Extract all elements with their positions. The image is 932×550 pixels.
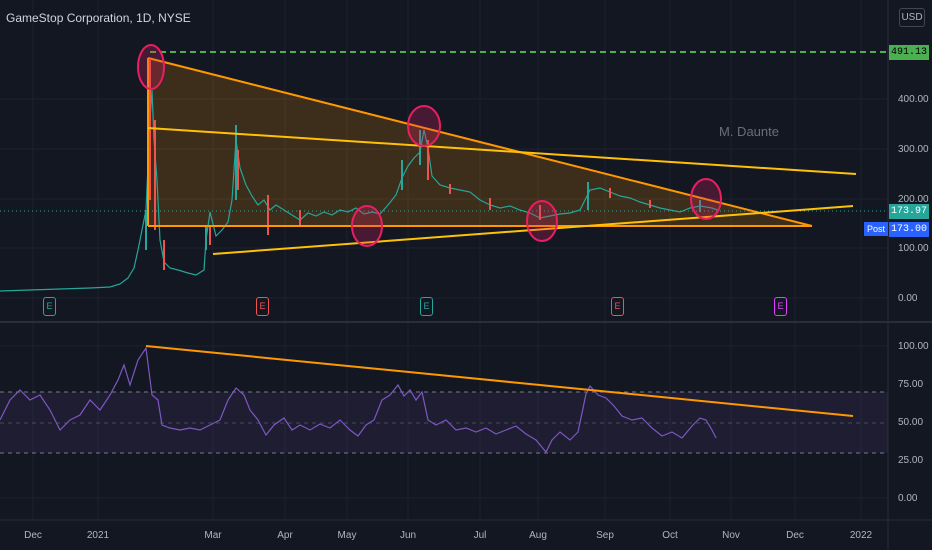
earnings-marker[interactable]: E [420,297,433,316]
price-label: 200.00 [898,194,929,205]
circle-june-peak [407,105,441,147]
channel-lines[interactable] [147,127,857,255]
price-label: 300.00 [898,144,929,155]
post-market-label: Post [864,222,888,236]
highlight-circles[interactable] [137,44,722,247]
time-label: 2021 [86,530,110,541]
trendlines[interactable] [147,57,813,227]
resistance-price-tag: 491.13 [889,45,929,60]
post-market-price-tag: 173.00 [889,222,929,237]
time-label: Dec [786,530,804,541]
earnings-marker[interactable]: E [43,297,56,316]
circle-january-peak [137,44,165,90]
triangle-upper-trendline [147,57,813,227]
time-label: Mar [204,530,222,541]
time-label: Nov [722,530,740,541]
circle-october-apex [690,178,722,220]
time-label: Jul [473,530,487,541]
rsi-label: 0.00 [898,493,918,504]
rsi-label: 25.00 [898,455,924,466]
rsi-trendline[interactable] [145,345,854,417]
circle-august-low [526,200,558,242]
earnings-marker[interactable]: E [256,297,269,316]
time-label: Sep [596,530,614,541]
time-label: Oct [662,530,678,541]
symbol-title[interactable]: GameStop Corporation, 1D, NYSE [6,11,191,25]
time-label: Aug [529,530,547,541]
time-label: May [337,530,357,541]
price-label: 400.00 [898,94,929,105]
time-label: 2022 [849,530,873,541]
price-label: 100.00 [898,243,929,254]
descending-resistance-line [147,127,857,175]
rsi-line [0,346,717,454]
price-label: 0.00 [898,293,918,304]
rsi-label: 75.00 [898,379,924,390]
up-candles [145,125,701,250]
last-price-tag: 173.97 [889,204,929,219]
time-label: Jun [399,530,417,541]
circle-may-low [351,205,383,247]
currency-button[interactable]: USD [899,8,925,27]
ascending-support-line [212,205,854,255]
earnings-marker[interactable]: E [611,297,624,316]
time-label: Apr [277,530,293,541]
rsi-label: 50.00 [898,417,924,428]
earnings-marker-upcoming[interactable]: E [774,297,787,316]
rsi-label: 100.00 [898,341,929,352]
time-label: Dec [24,530,42,541]
down-candles [149,60,651,270]
author-watermark: M. Daunte [719,124,779,139]
